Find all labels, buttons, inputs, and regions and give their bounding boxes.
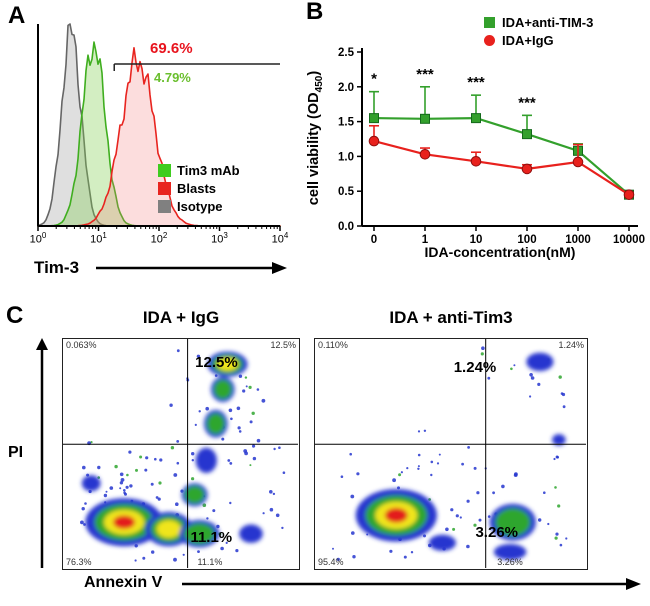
legend-label-blasts: Blasts	[177, 181, 217, 196]
callout-percent-bottom-right: 3.26%	[475, 524, 519, 542]
green-swatch-icon	[158, 164, 171, 177]
quadrant-percent-bottom-right: 11.1%	[197, 557, 223, 567]
quadrant-percent-bottom-left: 95.4%	[318, 557, 344, 567]
red-swatch-icon	[158, 182, 171, 195]
svg-text:100: 100	[517, 234, 536, 246]
legend-label-isotype: Isotype	[177, 199, 223, 214]
x-tick-label: 100	[29, 231, 47, 246]
panel-b: B IDA+anti-TIM-3 IDA+IgG cell viability …	[298, 0, 650, 302]
y-axis-arrow-icon	[36, 338, 48, 568]
red-circle-marker-icon	[484, 35, 495, 46]
gate-percent-tim3-mab: 4.79%	[154, 70, 191, 85]
line-chart-canvas: 0.00.51.01.52.02.50 1 10 100 1000 10000* *** **…	[338, 47, 645, 246]
x-tick-label: 103	[211, 231, 228, 246]
density-canvas-igg	[63, 339, 298, 568]
quadrant-percent-top-left: 0.063%	[66, 340, 97, 350]
density-canvas-anti-tim3	[315, 339, 586, 568]
line-chart-legend: IDA+anti-TIM-3 IDA+IgG	[484, 12, 593, 51]
callout-percent-top-right: 12.5%	[195, 354, 238, 372]
x-axis-label-concentration: IDA-concentration(nM)	[424, 244, 576, 260]
x-axis-arrow-icon	[96, 262, 287, 274]
x-axis-label-annexin-v: Annexin V	[84, 574, 163, 591]
x-tick-label: 102	[150, 231, 168, 246]
gray-swatch-icon	[158, 200, 171, 213]
svg-text:10: 10	[470, 234, 483, 246]
svg-text:***: ***	[416, 66, 434, 83]
quadrant-percent-bottom-right: 3.26%	[497, 557, 523, 567]
plot-title-ida-anti-tim3: IDA + anti-Tim3	[389, 308, 513, 327]
panel-c: C IDA + IgG IDA + anti-Tim3 PI 0.063% 12…	[0, 302, 650, 606]
legend-item-tim3-mab: Tim3 mAb	[158, 163, 240, 178]
legend-item-isotype: Isotype	[158, 199, 240, 214]
legend-item-igg: IDA+IgG	[484, 33, 593, 48]
density-plot-ida-igg: 0.063% 12.5% 76.3% 11.1% 12.5% 11.1%	[62, 338, 300, 570]
panel-a-label: A	[8, 2, 26, 29]
svg-text:***: ***	[518, 94, 536, 111]
svg-text:1.0: 1.0	[338, 151, 354, 163]
svg-text:0.0: 0.0	[338, 221, 354, 233]
svg-text:0: 0	[371, 234, 377, 246]
svg-text:2.5: 2.5	[338, 47, 355, 59]
quadrant-percent-top-right: 1.24%	[558, 340, 584, 350]
svg-text:*: *	[371, 71, 377, 88]
legend-label-tim3-mab: Tim3 mAb	[177, 163, 240, 178]
panel-b-label: B	[306, 0, 324, 25]
density-plot-ida-anti-tim3: 0.110% 1.24% 95.4% 3.26% 1.24% 3.26%	[314, 338, 588, 570]
panel-a: A 69.6% 4.79% Tim3 mAb Blasts Isotype	[4, 2, 296, 304]
legend-label-igg: IDA+IgG	[502, 33, 554, 48]
svg-text:1000: 1000	[565, 234, 591, 246]
legend-item-blasts: Blasts	[158, 181, 240, 196]
gate-percent-blasts: 69.6%	[150, 40, 193, 57]
legend-item-anti-tim3: IDA+anti-TIM-3	[484, 15, 593, 30]
callout-percent-top-right: 1.24%	[453, 358, 497, 376]
y-axis-label-pi: PI	[8, 444, 24, 461]
plot-title-ida-igg: IDA + IgG	[142, 308, 220, 327]
x-axis-label-tim3: Tim-3	[34, 258, 80, 277]
histogram-legend: Tim3 mAb Blasts Isotype	[158, 160, 240, 217]
svg-text:1: 1	[422, 234, 429, 246]
svg-text:***: ***	[467, 74, 485, 91]
svg-text:1.5: 1.5	[338, 117, 355, 129]
x-axis-tick-labels: 100 101 102 103 104	[30, 231, 294, 246]
quadrant-percent-top-left: 0.110%	[318, 340, 348, 350]
legend-label-anti-tim3: IDA+anti-TIM-3	[502, 15, 594, 30]
x-tick-label: 104	[271, 231, 289, 246]
svg-text:2.0: 2.0	[338, 82, 354, 94]
x-axis-arrow-icon	[182, 578, 641, 590]
tim3-histogram-plot: 69.6% 4.79% Tim3 mAb Blasts Isotype	[32, 20, 284, 246]
green-square-marker-icon	[484, 17, 495, 28]
svg-text:0.5: 0.5	[338, 186, 355, 198]
callout-percent-bottom-right: 11.1%	[190, 528, 233, 546]
panel-c-label: C	[6, 302, 24, 329]
x-tick-label: 101	[90, 231, 107, 246]
svg-text:10000: 10000	[613, 234, 645, 246]
quadrant-percent-top-right: 12.5%	[270, 340, 296, 350]
quadrant-percent-bottom-left: 76.3%	[66, 557, 92, 567]
